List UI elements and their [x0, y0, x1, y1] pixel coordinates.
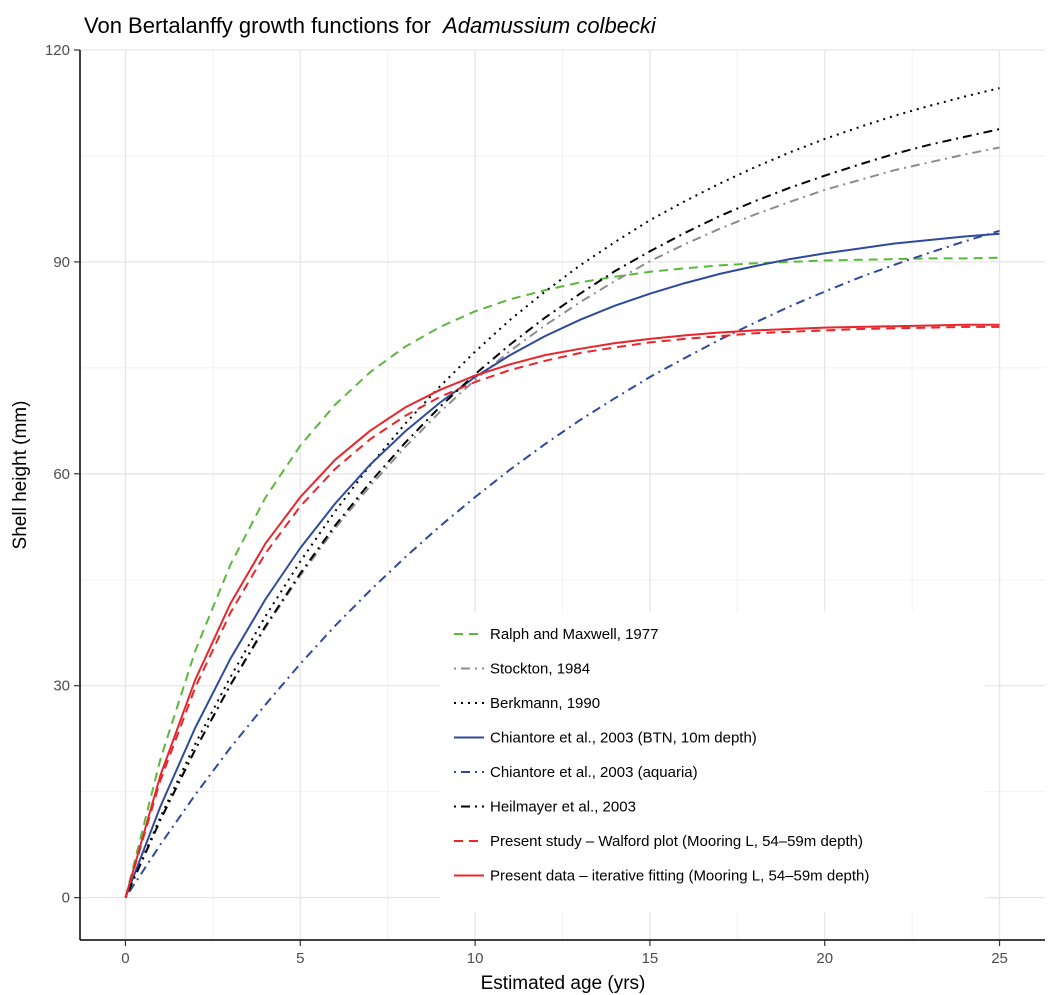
legend-label-8: Present data – iterative fitting (Moorin… — [490, 868, 869, 885]
legend-label-5: Chiantore et al., 2003 (aquaria) — [490, 764, 698, 781]
chart-title-main: Von Bertalanffy growth functions for — [84, 13, 431, 38]
x-tick-label: 25 — [991, 950, 1008, 967]
y-tick-label: 0 — [62, 890, 70, 907]
legend-label-4: Chiantore et al., 2003 (BTN, 10m depth) — [490, 730, 757, 747]
chart-title: Von Bertalanffy growth functions for Ada… — [84, 13, 657, 38]
legend-label-7: Present study – Walford plot (Mooring L,… — [490, 833, 863, 850]
series-line-8 — [124, 323, 1000, 898]
x-tick-label: 20 — [816, 950, 833, 967]
legend: Ralph and Maxwell, 1977 Stockton, 1984 Ber… — [440, 612, 985, 912]
series-layer — [124, 87, 1000, 899]
ticks: 0 5 10 15 20 25 0 30 60 90 120 — [45, 42, 1008, 967]
series-line-1 — [124, 256, 1000, 898]
legend-label-1: Ralph and Maxwell, 1977 — [490, 626, 658, 643]
x-tick-label: 0 — [121, 950, 129, 967]
legend-background — [440, 612, 985, 912]
y-tick-label: 120 — [45, 42, 70, 59]
y-axis-title: Shell height (mm) — [10, 401, 31, 550]
legend-label-2: Stockton, 1984 — [490, 661, 590, 678]
series-line-7 — [124, 325, 1000, 898]
x-tick-label: 5 — [296, 950, 304, 967]
legend-label-6: Heilmayer et al., 2003 — [490, 799, 636, 816]
series-line-5 — [124, 229, 1000, 899]
series-line-4 — [124, 232, 1000, 898]
x-tick-label: 15 — [642, 950, 659, 967]
axes — [79, 50, 1045, 941]
y-tick-label: 30 — [53, 678, 70, 695]
x-axis-title: Estimated age (yrs) — [481, 973, 646, 994]
series-line-2 — [124, 146, 1000, 899]
y-tick-label: 90 — [53, 254, 70, 271]
legend-label-3: Berkmann, 1990 — [490, 695, 600, 712]
series-line-6 — [124, 128, 1000, 899]
x-tick-label: 10 — [467, 950, 484, 967]
y-tick-label: 60 — [53, 466, 70, 483]
chart-title-species: Adamussium colbecki — [441, 13, 657, 38]
